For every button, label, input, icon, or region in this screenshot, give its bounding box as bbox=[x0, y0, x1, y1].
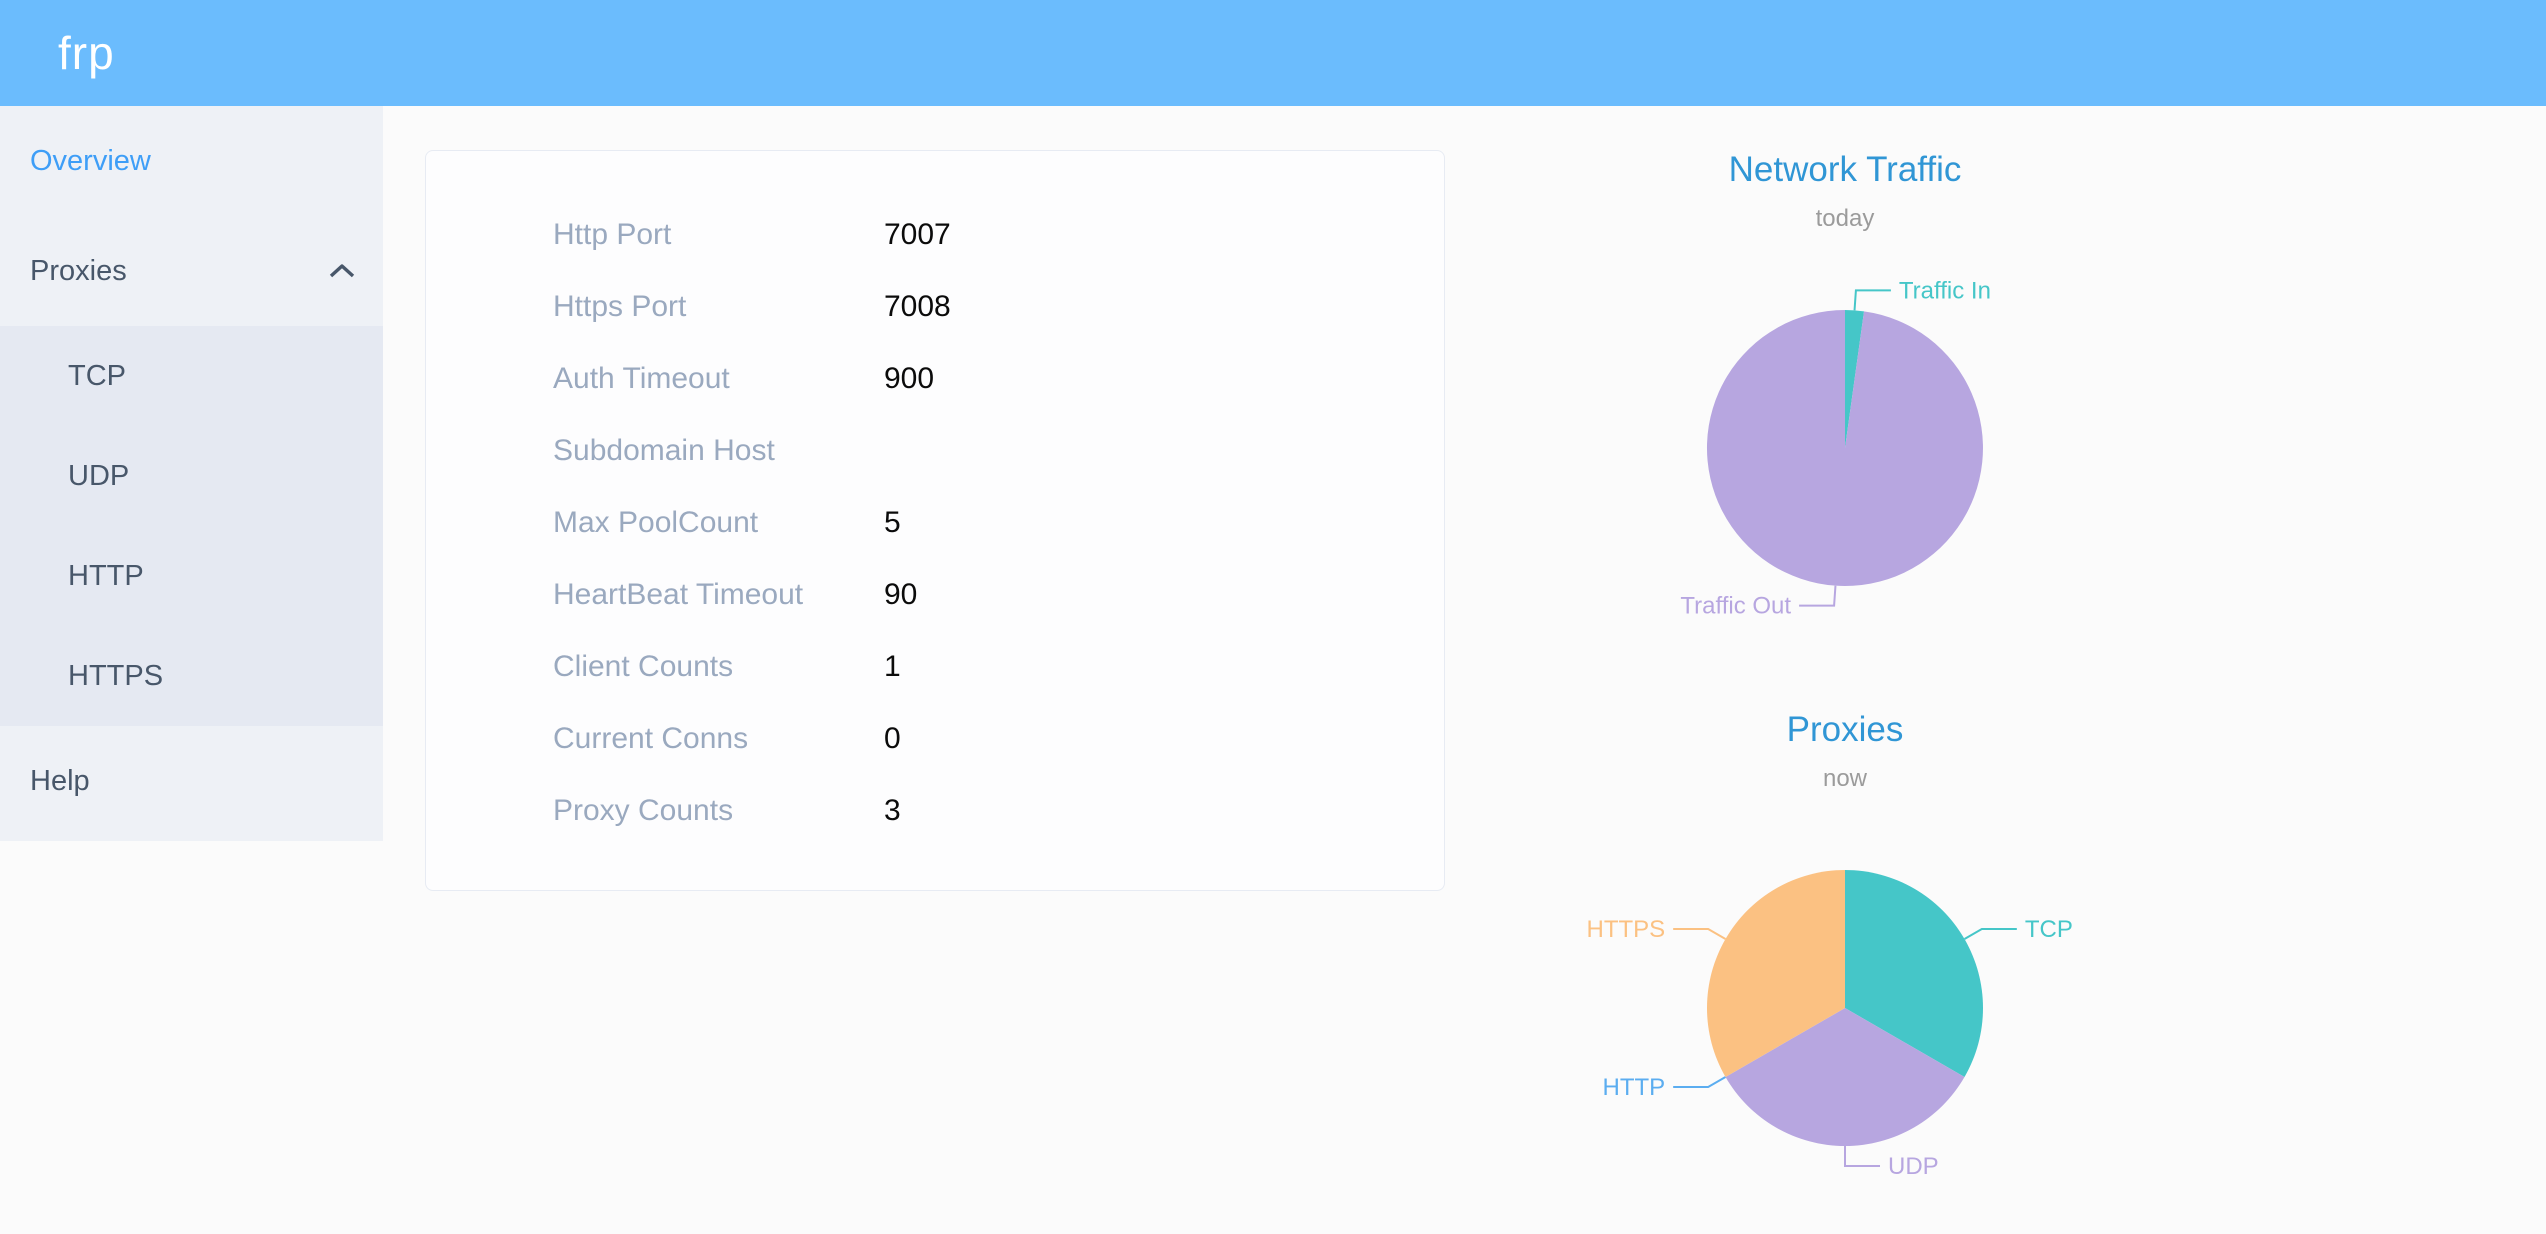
pie-label-line bbox=[1799, 585, 1837, 607]
sidebar-item-label: Proxies bbox=[30, 254, 127, 287]
pie-slice-traffic-in[interactable] bbox=[1845, 310, 1865, 448]
info-row: Proxy Counts 3 bbox=[553, 775, 1444, 847]
pie-label: Traffic In bbox=[1899, 277, 1991, 304]
info-row: Subdomain Host bbox=[553, 415, 1444, 487]
pie-label-line bbox=[1844, 1146, 1880, 1167]
pie-label-line bbox=[1964, 928, 2017, 940]
sidebar: Overview Proxies TCP UDP HTTP HTTPS Help bbox=[0, 106, 383, 841]
sidebar-item-udp[interactable]: UDP bbox=[0, 426, 383, 526]
pie-slice-tcp[interactable] bbox=[1845, 870, 1983, 1077]
pie-label: Traffic Out bbox=[1680, 593, 1791, 620]
info-value: 3 bbox=[884, 794, 901, 827]
info-value: 0 bbox=[884, 722, 901, 755]
proxies-pie[interactable]: TCP UDP HTTP HTTPS bbox=[1495, 802, 2195, 1202]
info-label: Auth Timeout bbox=[553, 362, 730, 395]
sidebar-item-help[interactable]: Help bbox=[0, 726, 383, 837]
sidebar-item-label: HTTP bbox=[68, 559, 144, 592]
chart-subtitle: today bbox=[1815, 205, 1875, 232]
proxies-chart: Proxies now TCP UDP HTTP HTTPS bbox=[1495, 708, 2195, 1202]
info-label: Proxy Counts bbox=[553, 794, 734, 827]
pie-label: UDP bbox=[1888, 1153, 1939, 1180]
pie-label: HTTP bbox=[1602, 1074, 1665, 1101]
info-row: Auth Timeout 900 bbox=[553, 343, 1444, 415]
sidebar-item-proxies[interactable]: Proxies bbox=[0, 216, 383, 326]
pie-slice-udp[interactable] bbox=[1725, 1008, 1965, 1146]
sidebar-item-label: UDP bbox=[68, 459, 130, 492]
info-row: Http Port 7007 bbox=[553, 199, 1444, 271]
pie-slice-traffic-out[interactable] bbox=[1706, 310, 1983, 586]
sidebar-item-label: Help bbox=[30, 765, 90, 797]
header: frp bbox=[0, 0, 2546, 106]
pie-label-line bbox=[1853, 289, 1891, 311]
info-label: Current Conns bbox=[553, 722, 749, 755]
sidebar-item-label: TCP bbox=[68, 359, 126, 392]
info-label: HeartBeat Timeout bbox=[553, 578, 804, 611]
info-row: Https Port 7008 bbox=[553, 271, 1444, 343]
info-value: 5 bbox=[884, 506, 901, 539]
server-info-panel: Http Port 7007 Https Port 7008 Auth Timeout 9… bbox=[425, 150, 1445, 891]
info-row: Client Counts 1 bbox=[553, 631, 1444, 703]
chart-title: Proxies bbox=[1786, 710, 1904, 749]
network-traffic-pie[interactable]: Traffic In Traffic Out bbox=[1495, 242, 2195, 642]
app-logo[interactable]: frp bbox=[58, 27, 115, 79]
info-value: 7007 bbox=[884, 218, 951, 251]
info-label: Client Counts bbox=[553, 650, 734, 683]
chevron-up-icon bbox=[329, 264, 355, 278]
info-label: Http Port bbox=[553, 218, 672, 251]
info-row: Current Conns 0 bbox=[553, 703, 1444, 775]
info-label: Https Port bbox=[553, 290, 687, 323]
pie-slice-https[interactable] bbox=[1707, 870, 1845, 1077]
sidebar-item-label: HTTPS bbox=[68, 659, 164, 692]
info-label: Subdomain Host bbox=[553, 434, 775, 467]
sidebar-item-label: Overview bbox=[30, 144, 151, 177]
info-row: HeartBeat Timeout 90 bbox=[553, 559, 1444, 631]
info-value: 7008 bbox=[884, 290, 951, 323]
sidebar-item-tcp[interactable]: TCP bbox=[0, 326, 383, 426]
network-traffic-chart: Network Traffic today Traffic In Traffic … bbox=[1495, 148, 2195, 642]
info-value: 90 bbox=[884, 578, 918, 611]
info-label: Max PoolCount bbox=[553, 506, 759, 539]
info-value: 900 bbox=[884, 362, 935, 395]
chart-title: Network Traffic bbox=[1728, 150, 1962, 189]
sidebar-item-overview[interactable]: Overview bbox=[0, 106, 383, 216]
sidebar-submenu-proxies: TCP UDP HTTP HTTPS bbox=[0, 326, 383, 726]
chart-subtitle: now bbox=[1822, 765, 1868, 792]
pie-label-line bbox=[1673, 1076, 1726, 1088]
sidebar-item-https[interactable]: HTTPS bbox=[0, 626, 383, 726]
server-info-rows: Http Port 7007 Https Port 7008 Auth Timeout 9… bbox=[426, 151, 1444, 847]
sidebar-item-http[interactable]: HTTP bbox=[0, 526, 383, 626]
pie-label: TCP bbox=[2025, 916, 2073, 943]
info-value: 1 bbox=[884, 650, 901, 683]
pie-label: HTTPS bbox=[1586, 916, 1665, 943]
pie-label-line bbox=[1673, 928, 1726, 940]
info-row: Max PoolCount 5 bbox=[553, 487, 1444, 559]
